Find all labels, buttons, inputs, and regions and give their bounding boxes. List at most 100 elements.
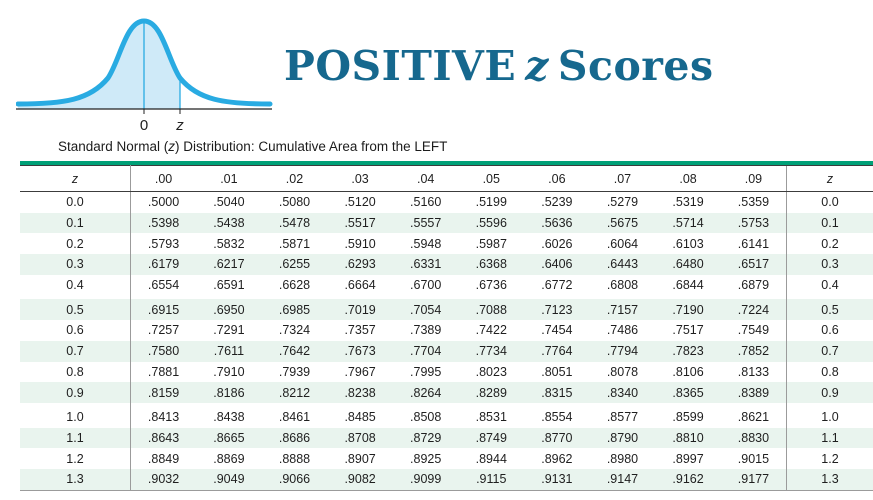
table-cell: .8643 [130, 427, 197, 449]
table-body: 0.0 .5000 .5040 .5080 .5120 .5160 .5199 .5239 .5… [20, 191, 873, 491]
table-cell: .8907 [344, 451, 376, 466]
table-cell: .8461 [278, 410, 311, 425]
table-cell: .6844 [672, 278, 704, 293]
column-header: .01 [196, 165, 262, 192]
bell-curve-stroke [16, 18, 273, 107]
row-z-label: 0.0 [786, 191, 873, 213]
table-cell: .7764 [524, 340, 590, 362]
table-cell: .8413 [147, 410, 180, 425]
row-z-label: 0.5 [20, 299, 131, 321]
column-header: .04 [392, 165, 459, 192]
table-cell: .6985 [261, 299, 328, 321]
table-cell: .9015 [737, 451, 770, 466]
table-cell: .8925 [410, 451, 442, 466]
table-cell: .8708 [327, 427, 393, 449]
header-row: z .00.01.02.03.04.05.06.07.08.09 z [20, 165, 873, 192]
table-cell: .8599 [672, 410, 704, 425]
table-accent-bar [20, 161, 873, 165]
table-cell: .7939 [278, 364, 311, 379]
table-cell: .8944 [475, 451, 507, 466]
row-z-label: 0.7 [786, 340, 873, 362]
table-cell: .8531 [475, 410, 507, 425]
row-z-label: 0.7 [20, 340, 131, 362]
table-cell: .6591 [213, 278, 245, 293]
gap-cell [655, 402, 721, 407]
table-cell: .7967 [344, 364, 376, 379]
table-cell: .6700 [410, 278, 442, 293]
table-cell: .7123 [524, 299, 590, 321]
table-cell: .8665 [196, 427, 262, 449]
row-z-label: 0.5 [786, 299, 873, 321]
table-cell: .9099 [392, 468, 459, 491]
table-cell: .6179 [130, 254, 197, 275]
table-cell: .7357 [344, 323, 376, 338]
curve-shaded-area [18, 21, 180, 109]
gap-cell [130, 402, 197, 407]
table-cell: .8340 [589, 382, 656, 403]
table-cell: .5120 [344, 195, 376, 210]
table-row: 0.6 .7257 .7291 .7324 .7357 .7389 .7422 .7454 .7… [20, 320, 873, 341]
table-cell: .5517 [327, 212, 393, 234]
table-cell: .5636 [524, 212, 590, 234]
table-cell: .5160 [410, 195, 442, 210]
table-cell: .5910 [344, 236, 376, 251]
table-cell: .5279 [606, 195, 639, 210]
row-z-label: 1.2 [786, 448, 873, 469]
table-cell: .7673 [327, 340, 393, 362]
table-cell: .6480 [655, 254, 721, 275]
table-cell: .8621 [737, 410, 770, 425]
table-cell: .7088 [458, 299, 525, 321]
table-cell: .7190 [655, 299, 721, 321]
table-cell: .8686 [261, 427, 328, 449]
gap-cell [720, 402, 787, 407]
table-row: 0.1.5398.5438.5478.5517.5557.5596.5636.5… [20, 212, 873, 234]
table-cell: .7704 [392, 340, 459, 362]
gap-cell [655, 295, 721, 300]
table-row: 1.0 .8413 .8438 .8461 .8485 .8508 .8531 .8554 .8… [20, 406, 873, 428]
row-z-label: 0.0 [20, 191, 131, 213]
table-cell: .7852 [720, 340, 787, 362]
table-cell: .9177 [720, 468, 787, 491]
table-cell: .8962 [541, 451, 573, 466]
z-table-container: z .00.01.02.03.04.05.06.07.08.09 z 0.0.500… [20, 161, 873, 491]
gap-cell [261, 295, 328, 300]
table-cell: .7910 [213, 364, 245, 379]
row-z-label: 0.4 [20, 274, 131, 296]
group-gap-row [20, 402, 873, 407]
table-cell: .8790 [589, 427, 656, 449]
table-cell: .6950 [196, 299, 262, 321]
table-cell: .6255 [261, 254, 328, 275]
table-cell: .5398 [130, 212, 197, 234]
row-z-label: 1.2 [20, 448, 131, 469]
table-cell: .7642 [261, 340, 328, 362]
axis-label-z: z [175, 117, 184, 134]
table-row: 0.4 .6554 .6591 .6628 .6664 .6700 .6736 .6772 .6… [20, 274, 873, 296]
row-z-label: 0.6 [20, 320, 131, 341]
table-cell: .9115 [458, 468, 525, 491]
table-cell: .8159 [130, 382, 197, 403]
table-cell: .8212 [261, 382, 328, 403]
gap-cell [392, 295, 459, 300]
table-cell: .8888 [278, 451, 311, 466]
table-cell: .7257 [147, 323, 180, 338]
table-cell: .7054 [392, 299, 459, 321]
table-row: 0.5.6915.6950.6985.7019.7054.7088.7123.7… [20, 299, 873, 321]
table-cell: .8729 [392, 427, 459, 449]
table-cell: .7881 [147, 364, 180, 379]
table-cell: .7389 [410, 323, 442, 338]
table-cell: .6664 [344, 278, 376, 293]
page-title: POSITIVE z Scores [284, 42, 714, 90]
column-header-z: z [20, 165, 131, 192]
column-header: .00 [130, 165, 197, 192]
table-row: 1.1.8643.8665.8686.8708.8729.8749.8770.8… [20, 427, 873, 449]
cumulative-area-table: z .00.01.02.03.04.05.06.07.08.09 z 0.0.500… [20, 165, 873, 491]
table-cell: .6293 [327, 254, 393, 275]
table-header: z .00.01.02.03.04.05.06.07.08.09 z [20, 165, 873, 192]
table-cell: .6217 [196, 254, 262, 275]
column-header: .03 [327, 165, 393, 192]
column-header-z: z [786, 165, 873, 192]
gap-cell [20, 402, 131, 407]
table-cell: .9131 [524, 468, 590, 491]
table-cell: .8315 [524, 382, 590, 403]
table-cell: .8289 [458, 382, 525, 403]
